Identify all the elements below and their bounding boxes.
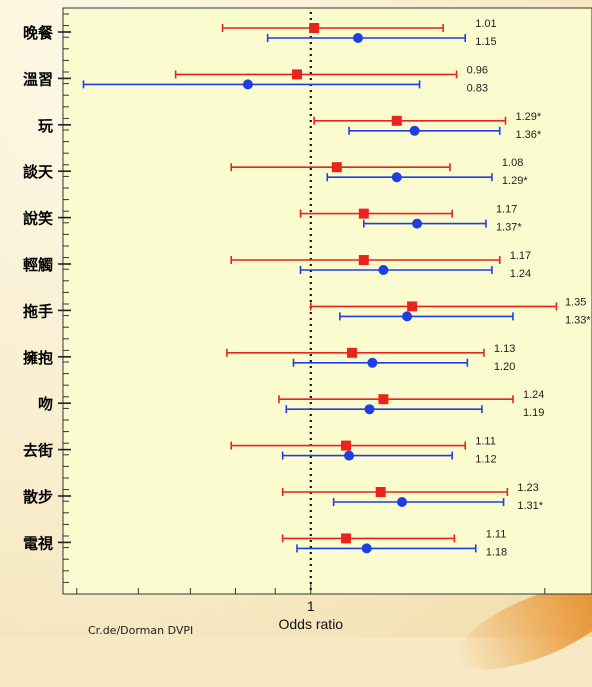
estimate-square	[391, 115, 402, 126]
row-label: 談天	[23, 163, 54, 181]
estimate-square	[375, 487, 386, 497]
value-label: 1.17	[510, 250, 531, 262]
x-tick-label: 1	[307, 598, 315, 614]
estimate-circle	[396, 497, 407, 507]
value-label: 1.01	[475, 18, 496, 30]
value-label: 0.96	[467, 64, 488, 76]
row-label: 說笑	[23, 210, 53, 228]
estimate-circle	[367, 357, 378, 368]
value-label: 1.23	[517, 482, 538, 494]
value-label: 1.37*	[496, 222, 522, 234]
estimate-circle	[352, 33, 363, 43]
value-label: 1.31*	[517, 500, 543, 512]
value-label: 1.20	[494, 361, 515, 373]
value-label: 1.33*	[565, 314, 591, 326]
value-label: 1.18	[486, 546, 507, 558]
estimate-circle	[378, 265, 389, 275]
estimate-square	[341, 533, 352, 544]
estimate-circle	[364, 404, 375, 415]
estimate-square	[309, 23, 320, 33]
row-label: 吻	[38, 395, 53, 413]
row-label: 拖手	[23, 302, 53, 320]
footer-text: Cr.de/Dorman DVPI	[88, 624, 194, 637]
estimate-square	[292, 69, 303, 80]
estimate-circle	[361, 543, 372, 554]
row-label: 溫習	[23, 70, 53, 88]
estimate-square	[358, 208, 369, 219]
x-axis-label: Odds ratio	[279, 616, 344, 632]
row-label: 散步	[23, 488, 53, 506]
estimate-square	[331, 162, 342, 173]
row-label: 電視	[23, 534, 53, 552]
value-label: 1.35	[565, 296, 586, 308]
estimate-circle	[412, 218, 423, 229]
value-label: 1.13	[494, 343, 515, 355]
value-label: 1.12	[475, 454, 496, 466]
row-label: 玩	[38, 117, 53, 135]
value-label: 0.83	[467, 82, 488, 94]
estimate-square	[407, 301, 418, 312]
estimate-circle	[391, 172, 402, 183]
forest-plot: 1 Odds ratio 晚餐 1.01 1.15 溫習 0.96 0.83 玩 1.29* 1.3…	[23, 7, 592, 632]
value-label: 1.08	[502, 157, 523, 169]
estimate-square	[358, 255, 369, 265]
estimate-circle	[242, 79, 253, 90]
row-label: 擁抱	[23, 349, 53, 367]
value-label: 1.17	[496, 204, 517, 216]
value-label: 1.29*	[515, 111, 541, 123]
estimate-circle	[409, 125, 420, 136]
value-label: 1.11	[475, 436, 496, 448]
value-label: 1.15	[475, 36, 496, 48]
value-label: 1.11	[486, 528, 507, 540]
plot-area	[62, 7, 592, 595]
estimate-square	[347, 347, 358, 358]
row-label: 去街	[23, 442, 53, 460]
estimate-circle	[402, 311, 413, 322]
value-label: 1.19	[523, 407, 544, 419]
value-label: 1.24	[510, 268, 531, 280]
value-label: 1.36*	[515, 129, 541, 141]
estimate-square	[341, 440, 352, 451]
value-label: 1.29*	[502, 175, 528, 187]
row-label: 晚餐	[23, 24, 54, 42]
row-label: 輕觸	[23, 256, 53, 274]
estimate-circle	[344, 450, 355, 461]
value-label: 1.24	[523, 389, 544, 401]
estimate-square	[378, 394, 389, 405]
